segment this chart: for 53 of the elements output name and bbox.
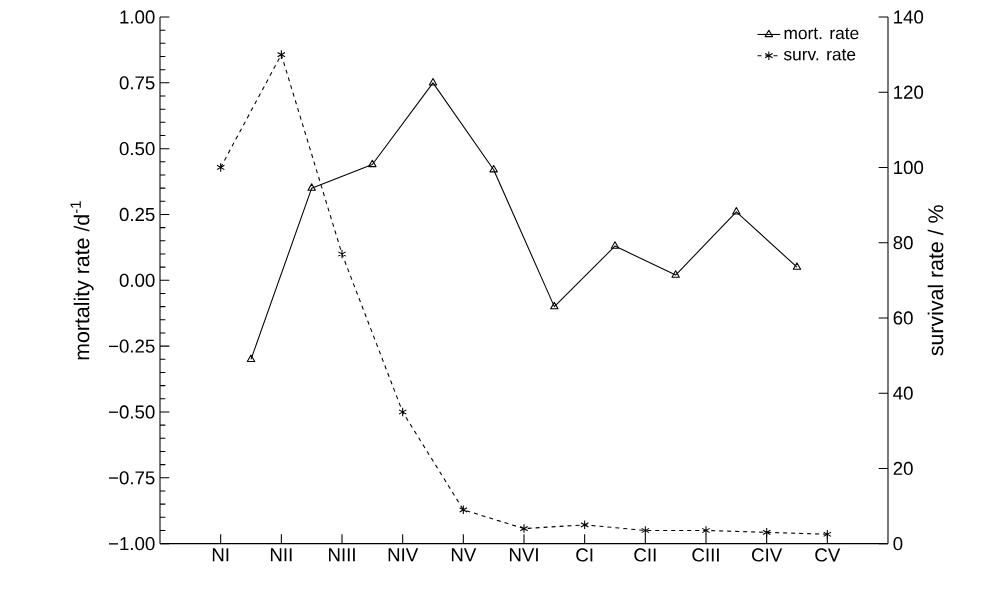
point [337, 249, 347, 259]
legend-label: mort. rate [784, 27, 859, 40]
y2-tick-label: 80 [893, 236, 913, 250]
point [489, 164, 498, 173]
y-tick-label: 0.50 [119, 142, 155, 156]
point [307, 183, 316, 191]
point [550, 301, 559, 310]
y2-tick-label: 20 [893, 461, 913, 476]
legend-label: surv. rate [783, 49, 856, 61]
x-tick-label: NII [270, 548, 292, 562]
x-tick-label: CIII [692, 548, 719, 562]
x-tick-label: NIV [388, 548, 419, 562]
point [246, 354, 256, 362]
point [641, 525, 650, 536]
y2-tick-label: 40 [893, 386, 913, 400]
x-tick-label: CII [634, 548, 656, 562]
y-tick-label: 1.00 [120, 10, 155, 24]
y2-tick-label: 100 [894, 160, 924, 175]
y2-tick-label: 0 [893, 537, 903, 551]
point [428, 78, 438, 86]
point [368, 159, 377, 168]
y2-tick-label: 60 [893, 311, 913, 325]
x-tick-label: NVI [509, 548, 538, 562]
x-tick-label: CIV [752, 548, 783, 562]
point [610, 241, 620, 249]
point [580, 520, 589, 530]
point [519, 523, 529, 534]
y-tick-label: −0.25 [108, 339, 155, 353]
y-tick-label: 0.75 [119, 76, 155, 90]
point [732, 207, 741, 215]
y2-axis-title: survival rate / % [927, 205, 944, 356]
point [701, 525, 711, 536]
point [277, 49, 286, 60]
y-axis-title: mortality rate /d$^{-1}$ [70, 201, 94, 360]
x-tick-label: CV [815, 548, 841, 562]
y2-tick-label: 120 [894, 85, 924, 99]
y-tick-label: −0.50 [108, 405, 155, 419]
y-tick-label: −1.00 [108, 537, 155, 551]
point [398, 407, 407, 417]
point [216, 162, 225, 173]
point [671, 270, 680, 278]
point [792, 262, 802, 270]
y-tick-label: 0.25 [119, 207, 155, 222]
point [459, 504, 468, 515]
point [762, 527, 771, 538]
y2-tick-label: 140 [894, 10, 924, 24]
x-tick-label: CI [576, 548, 593, 562]
y-tick-label: −0.75 [108, 471, 155, 485]
y-tick-label: 0.00 [119, 273, 155, 287]
x-tick-label: NI [212, 548, 229, 562]
point [823, 529, 832, 540]
x-tick-label: NIII [329, 548, 355, 562]
x-tick-label: NV [451, 548, 477, 562]
